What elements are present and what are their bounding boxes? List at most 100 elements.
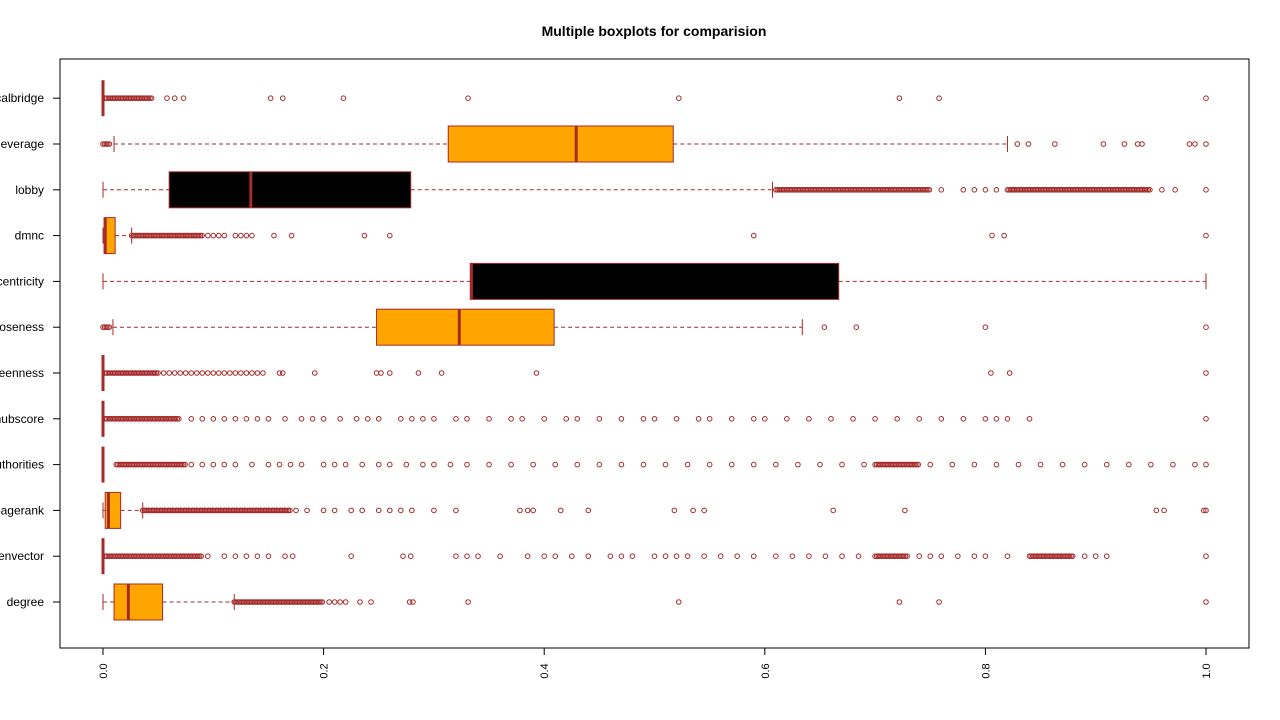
outlier-point <box>618 553 625 560</box>
outlier-point <box>1203 553 1209 560</box>
outlier-point <box>279 95 286 101</box>
outlier-point <box>152 370 158 376</box>
outlier-point <box>319 599 326 605</box>
outlier-point <box>821 324 828 331</box>
outlier-point <box>148 95 155 101</box>
outlier-point <box>563 416 570 422</box>
outlier-point <box>196 232 202 239</box>
series-leverage: leverage <box>0 125 1209 163</box>
outlier-point <box>288 232 295 239</box>
outlier-point <box>254 553 261 560</box>
series-authorities: authorities <box>0 446 1209 483</box>
outlier-point <box>519 416 525 422</box>
outlier-point <box>806 553 812 560</box>
outlier-point <box>993 187 1000 193</box>
outlier-point <box>287 507 293 514</box>
outlier-point <box>926 187 933 193</box>
outlier-point <box>204 370 211 376</box>
outlier-point <box>160 370 167 376</box>
outlier-point <box>936 95 942 101</box>
outlier-point <box>938 187 945 193</box>
outlier-point <box>671 507 678 514</box>
outlier-point <box>1203 461 1209 468</box>
outlier-point <box>618 461 625 468</box>
outlier-point <box>386 232 393 239</box>
outlier-point <box>403 461 410 468</box>
outlier-point <box>695 416 702 422</box>
outlier-point <box>524 507 531 514</box>
outlier-point <box>912 461 918 468</box>
outlier-point <box>326 599 332 605</box>
outlier-point <box>265 461 272 468</box>
outlier-point <box>938 416 945 422</box>
outlier-point <box>386 370 393 376</box>
outlier-point <box>1066 553 1073 560</box>
outlier-point <box>196 553 203 560</box>
category-label: dmnc <box>15 229 44 243</box>
outlier-point <box>298 416 305 422</box>
outlier-point <box>640 416 647 422</box>
outlier-point <box>971 187 978 193</box>
outlier-point <box>607 553 614 560</box>
outlier-point <box>923 187 930 193</box>
outlier-point <box>1159 187 1165 193</box>
outlier-point <box>400 553 406 560</box>
outlier-point <box>453 416 459 422</box>
outlier-point <box>331 507 338 514</box>
outlier-point <box>795 461 801 468</box>
outlier-point <box>364 416 371 422</box>
outlier-point <box>896 599 903 605</box>
outlier-point <box>486 416 492 422</box>
outlier-point <box>317 599 324 605</box>
outlier-point <box>193 370 200 376</box>
outlier-point <box>1001 232 1007 239</box>
outlier-point <box>524 553 531 560</box>
outlier-point <box>1192 141 1198 147</box>
category-label: closeness <box>0 320 44 334</box>
outlier-point <box>1014 141 1021 147</box>
category-label: hubscore <box>0 412 44 426</box>
outlier-point <box>409 507 415 514</box>
outlier-point <box>955 553 961 560</box>
outlier-point <box>1025 141 1032 147</box>
outlier-point <box>105 324 111 331</box>
outlier-point <box>464 461 470 468</box>
outlier-point <box>221 232 228 239</box>
outlier-point <box>267 95 274 101</box>
box <box>469 262 840 300</box>
outlier-point <box>596 416 603 422</box>
outlier-point <box>174 416 181 422</box>
outlier-point <box>541 553 548 560</box>
outlier-point <box>197 232 204 239</box>
outlier-point <box>453 553 459 560</box>
category-label: lobby <box>15 183 44 197</box>
outlier-point <box>517 507 523 514</box>
outlier-point <box>238 370 244 376</box>
outlier-point <box>1148 461 1154 468</box>
outlier-point <box>179 461 185 468</box>
outlier-point <box>177 370 184 376</box>
outlier-point <box>618 416 625 422</box>
outlier-point <box>368 599 374 605</box>
outlier-point <box>199 461 206 468</box>
outlier-point <box>982 324 989 331</box>
outlier-point <box>243 232 250 239</box>
outlier-point <box>855 553 862 560</box>
outlier-point <box>993 461 1000 468</box>
outlier-point <box>357 599 363 605</box>
x-tick-label: 0.8 <box>980 663 992 678</box>
outlier-point <box>216 370 222 376</box>
outlier-point <box>282 553 288 560</box>
outlier-point <box>690 507 696 514</box>
outlier-point <box>1052 141 1058 147</box>
outlier-point <box>568 553 575 560</box>
outlier-point <box>789 553 796 560</box>
outlier-point <box>260 370 266 376</box>
outlier-point <box>508 416 514 422</box>
outlier-point <box>216 232 222 239</box>
outlier-point <box>431 416 437 422</box>
outlier-point <box>533 370 540 376</box>
x-axis: 0.0 0.2 0.4 0.6 0.8 1.0 <box>98 647 1213 679</box>
series-eigenvector: eigenvector <box>0 538 1209 575</box>
outlier-point <box>1192 461 1198 468</box>
